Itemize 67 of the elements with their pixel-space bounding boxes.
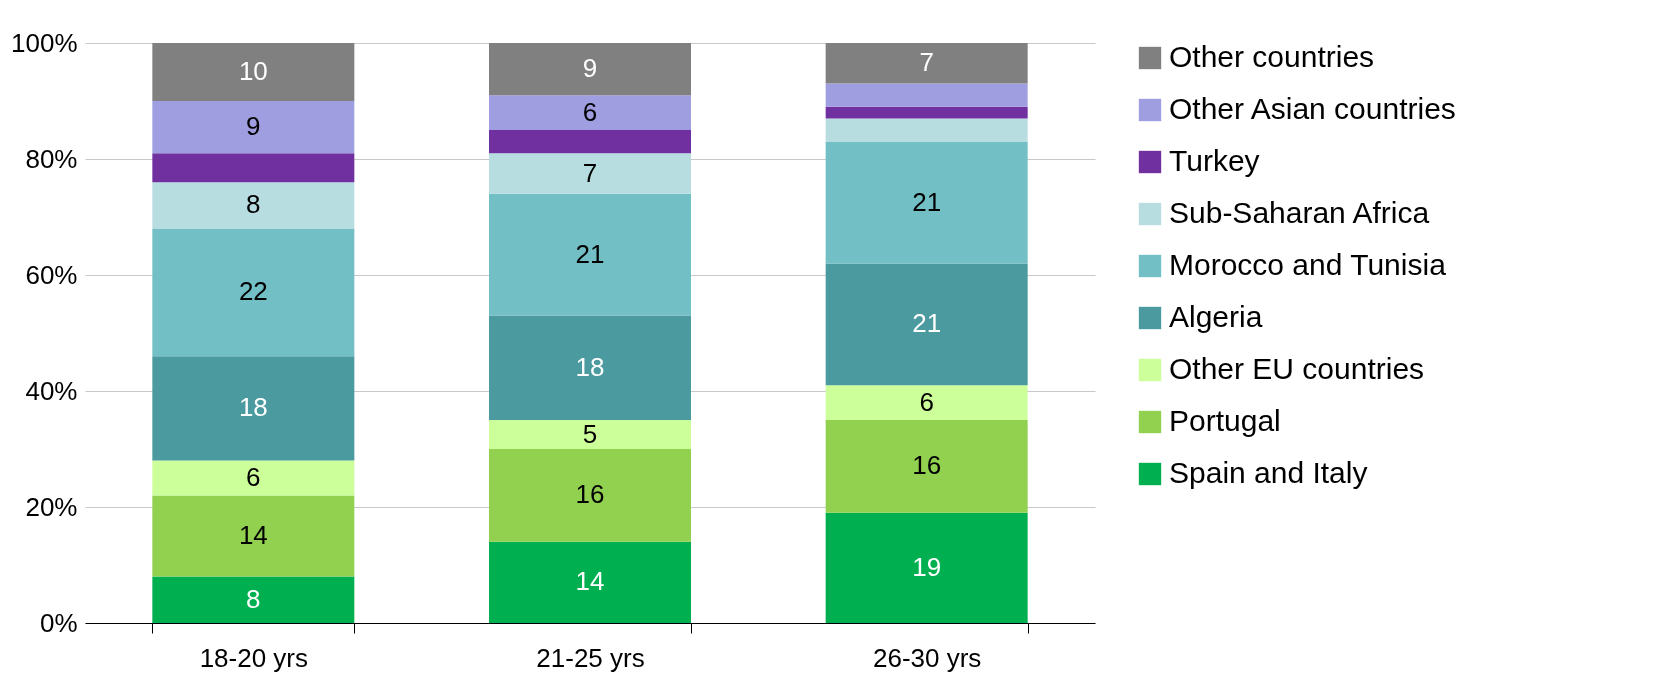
data-label: 21	[575, 238, 605, 269]
x-tick-label: 26-30 yrs	[872, 642, 982, 673]
data-label: 19	[912, 551, 942, 582]
y-tick-label: 60%	[25, 259, 78, 290]
y-tick-label: 80%	[25, 143, 78, 174]
data-label: 18	[575, 351, 605, 382]
data-label: 21	[912, 186, 942, 217]
legend-label: Other EU countries	[1169, 352, 1425, 385]
legend-label: Sub-Saharan Africa	[1169, 196, 1430, 229]
y-tick-label: 40%	[25, 375, 78, 406]
data-label: 14	[575, 566, 605, 597]
bar	[825, 83, 1028, 107]
data-label: 5	[582, 418, 598, 449]
data-label: 8	[246, 189, 261, 220]
bar	[152, 460, 355, 496]
bar	[152, 495, 355, 577]
bar	[489, 43, 691, 96]
legend-label: Algeria	[1169, 300, 1263, 333]
bar	[489, 193, 691, 316]
bar	[489, 420, 691, 449]
data-label: 9	[582, 53, 598, 84]
data-label: 7	[582, 157, 598, 188]
bar	[825, 263, 1028, 386]
bar	[825, 385, 1028, 420]
data-label: 14	[238, 520, 268, 550]
bar	[825, 141, 1028, 264]
legend-label: Spain and Italy	[1169, 456, 1368, 489]
bar	[152, 228, 355, 357]
legend-label: Other Asian countries	[1169, 92, 1456, 125]
bar	[152, 182, 355, 229]
bar	[489, 449, 691, 542]
bar	[489, 130, 691, 154]
bar	[152, 153, 355, 183]
bar	[489, 153, 691, 194]
data-label: 6	[582, 96, 598, 127]
x-tick-label: 18-20 yrs	[199, 642, 309, 673]
data-label: 22	[238, 276, 268, 307]
bar	[152, 43, 355, 101]
bar	[825, 106, 1028, 119]
data-label: 16	[575, 479, 605, 510]
bar	[152, 101, 355, 154]
data-label: 6	[246, 462, 261, 492]
legend-label: Other countries	[1169, 40, 1375, 73]
data-label: 10	[238, 56, 268, 86]
bar	[825, 512, 1028, 623]
data-label: 7	[919, 47, 934, 78]
bar	[825, 420, 1028, 513]
y-tick-label: 0%	[39, 607, 78, 638]
y-tick-label: 20%	[25, 491, 78, 522]
data-label: 16	[912, 450, 942, 481]
legend-label: Morocco and Tunisia	[1169, 248, 1447, 281]
data-label: 21	[912, 308, 942, 339]
data-label: 8	[246, 583, 261, 614]
data-label: 9	[246, 111, 261, 142]
bar	[825, 43, 1028, 84]
data-label: 18	[238, 392, 268, 423]
y-tick-label: 100%	[11, 27, 78, 58]
bar	[825, 118, 1028, 142]
legend-label: Portugal	[1169, 404, 1281, 437]
bar	[489, 315, 691, 420]
bar	[489, 95, 691, 130]
bar	[489, 541, 691, 623]
x-tick-label: 21-25 yrs	[536, 642, 645, 673]
data-label: 6	[919, 386, 934, 417]
bar	[152, 576, 355, 623]
legend-label: Turkey	[1169, 144, 1260, 177]
bar	[152, 356, 355, 461]
